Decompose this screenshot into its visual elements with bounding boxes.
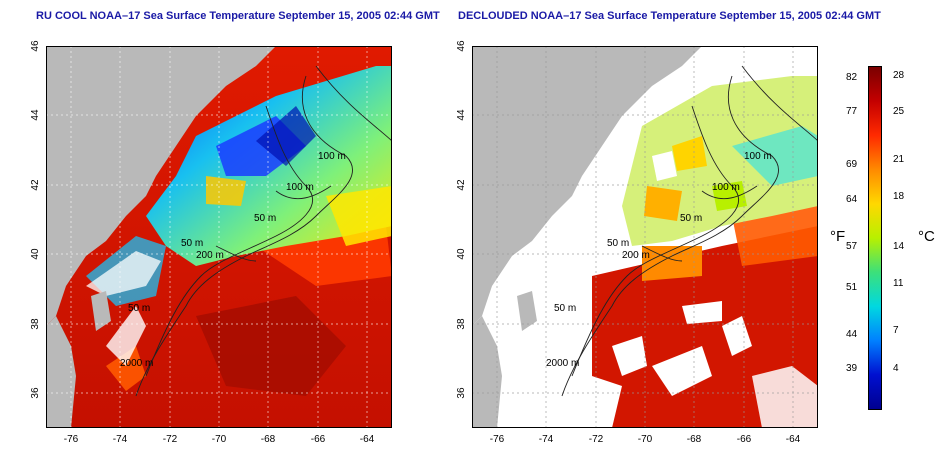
colorbar-f-tick: 82 <box>846 72 858 83</box>
y-tick-label: 46 <box>456 40 467 52</box>
x-tick-label: -72 <box>163 434 178 445</box>
left-contour-label-2: 100 m <box>286 182 314 193</box>
colorbar-f-tick: 57 <box>846 241 858 252</box>
colorbar-f-tick: 51 <box>846 282 858 293</box>
y-tick-label: 40 <box>30 248 41 260</box>
temperature-colorbar <box>868 66 882 410</box>
right-contour-label-1: 100 m <box>744 151 772 162</box>
colorbar-c-tick: 21 <box>893 154 905 165</box>
right-contour-label-7: 2000 m <box>546 358 579 369</box>
left-contour-label-1: 100 m <box>318 151 346 162</box>
y-tick-label: 36 <box>30 387 41 399</box>
celsius-unit-label: °C <box>918 228 935 245</box>
x-tick-label: -68 <box>261 434 276 445</box>
x-tick-label: -64 <box>786 434 801 445</box>
right-contour-label-2: 100 m <box>712 182 740 193</box>
colorbar-c-tick: 18 <box>893 191 905 202</box>
land-mass <box>472 46 702 326</box>
y-tick-label: 42 <box>30 179 41 191</box>
left-contour-label-6: 50 m <box>128 303 150 314</box>
x-tick-label: -76 <box>490 434 505 445</box>
right-contour-label-6: 50 m <box>554 303 576 314</box>
x-tick-label: -66 <box>737 434 752 445</box>
y-tick-label: 44 <box>30 109 41 121</box>
colorbar-f-tick: 64 <box>846 194 858 205</box>
y-tick-label: 44 <box>456 109 467 121</box>
x-tick-label: -74 <box>539 434 554 445</box>
y-tick-label: 38 <box>456 318 467 330</box>
colorbar-c-tick: 28 <box>893 70 905 81</box>
fahrenheit-unit-label: °F <box>830 228 846 245</box>
colorbar-c-tick: 25 <box>893 106 905 117</box>
left-contour-label-3: 50 m <box>254 213 276 224</box>
colorbar-c-tick: 11 <box>893 278 904 289</box>
right-map-title: DECLOUDED NOAA–17 Sea Surface Temperatur… <box>458 10 881 22</box>
y-tick-label: 36 <box>456 387 467 399</box>
x-tick-label: -70 <box>638 434 653 445</box>
x-tick-label: -72 <box>589 434 604 445</box>
right-contour-label-5: 200 m <box>622 250 650 261</box>
colorbar-f-tick: 39 <box>846 363 858 374</box>
right-map-canvas: 100 m 100 m 50 m 50 m 200 m 50 m 2000 m <box>472 46 818 428</box>
left-map-title: RU COOL NOAA–17 Sea Surface Temperature … <box>36 10 440 22</box>
x-tick-label: -64 <box>360 434 375 445</box>
colorbar-c-tick: 14 <box>893 241 905 252</box>
left-contour-label-7: 2000 m <box>120 358 153 369</box>
x-tick-label: -70 <box>212 434 227 445</box>
colorbar-c-tick: 4 <box>893 363 899 374</box>
x-tick-label: -66 <box>311 434 326 445</box>
right-contour-label-3: 50 m <box>680 213 702 224</box>
y-tick-label: 40 <box>456 248 467 260</box>
y-tick-label: 38 <box>30 318 41 330</box>
left-contour-label-4: 50 m <box>181 238 203 249</box>
right-contour-label-4: 50 m <box>607 238 629 249</box>
x-tick-label: -68 <box>687 434 702 445</box>
land-mass <box>46 46 276 326</box>
x-tick-label: -74 <box>113 434 128 445</box>
colorbar-c-tick: 7 <box>893 325 899 336</box>
left-map-canvas: 100 m 100 m 50 m 50 m 200 m 50 m 2000 m <box>46 46 392 428</box>
colorbar-f-tick: 77 <box>846 106 858 117</box>
y-tick-label: 42 <box>456 179 467 191</box>
left-contour-label-5: 200 m <box>196 250 224 261</box>
right-sst-map[interactable]: 100 m 100 m 50 m 50 m 200 m 50 m 2000 m <box>472 46 818 428</box>
x-tick-label: -76 <box>64 434 79 445</box>
left-sst-map[interactable]: 100 m 100 m 50 m 50 m 200 m 50 m 2000 m <box>46 46 392 428</box>
y-tick-label: 46 <box>30 40 41 52</box>
colorbar-f-tick: 44 <box>846 329 858 340</box>
colorbar-f-tick: 69 <box>846 159 858 170</box>
